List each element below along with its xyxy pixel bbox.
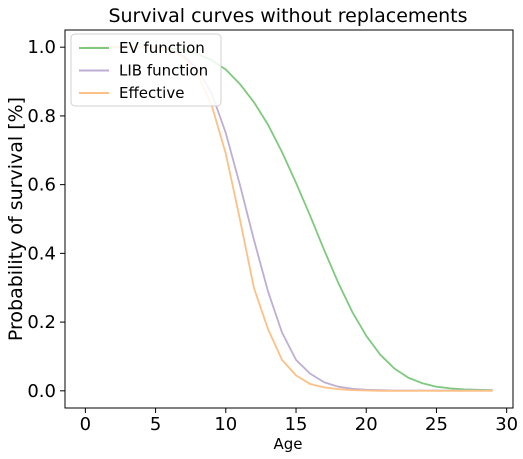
legend-box [70, 33, 222, 107]
y-tick-label: 0.8 [27, 106, 56, 127]
x-tick-label: 0 [80, 414, 91, 435]
y-tick-label: 0.6 [27, 175, 56, 196]
x-tick-label: 20 [355, 414, 378, 435]
x-tick-label: 15 [285, 414, 308, 435]
x-tick-label: 25 [425, 414, 448, 435]
y-axis-label: Probability of survival [%] [5, 97, 27, 341]
chart-title: Survival curves without replacements [108, 5, 467, 27]
legend-label: EV function [119, 39, 205, 57]
x-tick-label: 10 [214, 414, 237, 435]
plot-frame [64, 29, 514, 409]
x-tick-label: 5 [150, 414, 161, 435]
y-tick-label: 0.2 [27, 312, 56, 333]
x-tick-label: 30 [495, 414, 518, 435]
y-tick-label: 1.0 [27, 37, 56, 58]
y-tick-label: 0.0 [27, 381, 56, 402]
legend-label: LIB function [119, 62, 208, 80]
axes-layer: 0 5 10 15 20 25 30 0.0 0.2 0.4 0.6 0.8 1.0 [27, 29, 518, 435]
x-axis-label: Age [273, 435, 302, 453]
legend-label: Effective [119, 84, 184, 102]
legend: EV function LIB function Effective [70, 33, 222, 107]
y-tick-label: 0.4 [27, 243, 56, 264]
